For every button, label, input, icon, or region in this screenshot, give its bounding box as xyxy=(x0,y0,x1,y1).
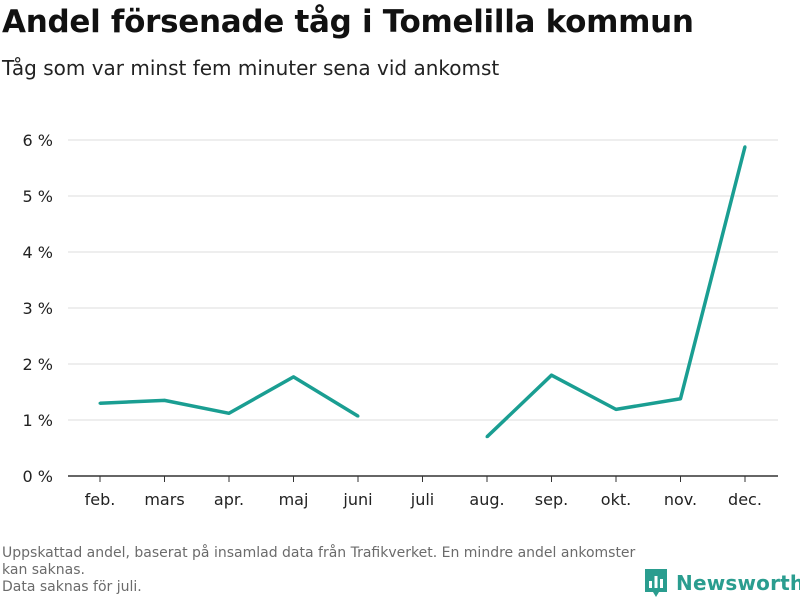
series-lines xyxy=(98,145,747,439)
data-point xyxy=(292,375,295,379)
y-tick-label: 0 % xyxy=(23,467,53,486)
y-tick-label: 2 % xyxy=(23,355,53,374)
x-tick-label: feb. xyxy=(85,490,116,509)
y-axis-ticks: 0 % 1 % 2 % 3 % 4 % 5 % 6 % xyxy=(23,131,53,486)
footnote: Uppskattad andel, baserat på insamlad da… xyxy=(2,545,642,596)
footnote-missing-data: Data saknas för juli. xyxy=(2,579,142,595)
footnote-source: Uppskattad andel, baserat på insamlad da… xyxy=(2,545,636,578)
x-tick-label: dec. xyxy=(728,490,762,509)
series-line xyxy=(99,375,359,418)
x-tick-label: mars xyxy=(144,490,184,509)
y-tick-label: 4 % xyxy=(23,243,53,262)
series-line xyxy=(485,146,747,439)
x-axis-ticks: feb. mars apr. maj juni juli aug. sep. okt. nov. d… xyxy=(85,476,762,509)
y-tick-label: 6 % xyxy=(23,131,53,150)
line-chart: 0 % 1 % 2 % 3 % 4 % 5 % 6 % feb. mars apr. maj jun… xyxy=(23,131,778,509)
data-point xyxy=(227,411,231,415)
data-point xyxy=(485,435,489,439)
x-tick-label: aug. xyxy=(469,490,504,509)
chart-title: Andel försenade tåg i Tomelilla kommun xyxy=(2,4,694,40)
x-tick-label: sep. xyxy=(535,490,568,509)
brand-logo: Newsworthy xyxy=(643,568,800,598)
data-point xyxy=(356,414,360,418)
data-point xyxy=(550,373,553,377)
x-tick-label: juni xyxy=(342,490,372,509)
y-tick-label: 1 % xyxy=(23,411,53,430)
brand-name: Newsworthy xyxy=(676,571,800,595)
x-tick-label: apr. xyxy=(214,490,244,509)
y-tick-label: 5 % xyxy=(23,187,53,206)
x-tick-label: maj xyxy=(279,490,309,509)
data-point xyxy=(163,398,166,402)
x-tick-label: okt. xyxy=(601,490,631,509)
x-tick-label: juli xyxy=(410,490,434,509)
bar-chart-icon xyxy=(645,569,667,597)
data-point xyxy=(679,397,682,401)
grid-lines xyxy=(68,139,778,421)
y-tick-label: 3 % xyxy=(23,299,53,318)
data-point xyxy=(98,401,102,405)
chart-subtitle: Tåg som var minst fem minuter sena vid a… xyxy=(2,56,500,80)
data-point xyxy=(614,407,618,411)
data-point xyxy=(743,145,747,149)
x-tick-label: nov. xyxy=(664,490,697,509)
